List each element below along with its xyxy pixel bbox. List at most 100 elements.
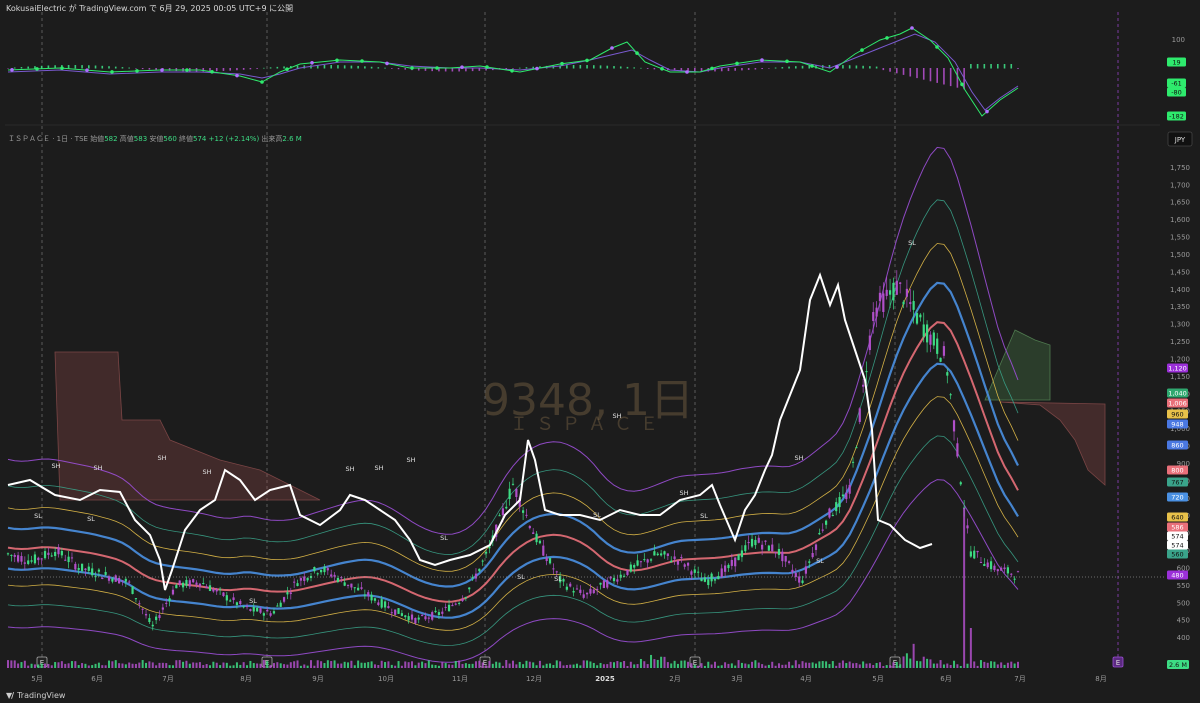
osc-histogram-bar	[276, 66, 279, 69]
volume-bar	[818, 661, 821, 668]
volume-bar	[993, 661, 996, 668]
osc-histogram-bar	[478, 68, 481, 71]
candle-body	[505, 506, 508, 509]
candle-body	[289, 592, 292, 595]
candle-body	[673, 556, 676, 560]
volume-bar	[579, 665, 582, 668]
volume-bar	[185, 660, 188, 668]
candle-body	[767, 545, 770, 551]
volume-bar	[478, 660, 481, 668]
volume-bar	[616, 661, 619, 668]
volume-bar	[572, 664, 575, 668]
candle-body	[612, 577, 616, 582]
volume-bar	[97, 662, 100, 668]
price-label-box	[1167, 409, 1188, 419]
volume-bar	[902, 656, 905, 668]
candle-body	[13, 554, 16, 557]
volume-bar	[279, 663, 282, 668]
candle-body	[862, 384, 865, 387]
osc-histogram-bar	[916, 68, 918, 79]
volume-bar	[767, 664, 770, 668]
volume-bar	[209, 665, 211, 668]
osc-histogram-bar	[889, 68, 891, 72]
candle-body	[892, 282, 895, 301]
swing-annotation: SL	[816, 557, 824, 565]
candle-body	[340, 577, 343, 579]
volume-bar	[394, 665, 397, 668]
candle-body	[276, 605, 279, 607]
osc-histogram-bar	[135, 68, 137, 69]
candle-body	[282, 597, 286, 602]
swing-annotation: SH	[93, 464, 102, 472]
volume-bar	[310, 660, 312, 668]
candle-body	[168, 598, 171, 602]
volume-bar	[485, 665, 488, 668]
volume-bar	[336, 663, 339, 668]
candle-body	[777, 548, 781, 555]
osc-histogram-bar	[761, 68, 763, 70]
volume-bar	[986, 662, 989, 668]
volume-bar	[64, 663, 67, 668]
legend-high: 583	[133, 135, 148, 143]
currency-badge-label: JPY	[1174, 136, 1186, 144]
candle-body	[538, 540, 542, 544]
candle-body	[17, 555, 20, 562]
volume-bar	[727, 663, 730, 668]
volume-bar	[969, 628, 972, 668]
volume-bar	[990, 661, 993, 668]
volume-bar	[983, 661, 986, 668]
candle-body	[1016, 571, 1020, 573]
future-event-marker-label: E	[1116, 659, 1120, 667]
osc-dot	[785, 59, 789, 64]
candle-body	[993, 565, 996, 571]
volume-bar	[545, 663, 548, 668]
volume-bar	[639, 658, 642, 668]
swing-annotation: SH	[612, 412, 621, 420]
volume-bar	[427, 660, 430, 668]
volume-bar	[158, 662, 161, 668]
osc-histogram-bar	[114, 66, 117, 69]
volume-bar	[81, 663, 84, 668]
candle-body	[316, 573, 319, 575]
month-axis-label: 2025	[595, 675, 615, 683]
osc-dot	[585, 58, 589, 63]
candle-body	[6, 553, 10, 555]
candle-body	[754, 539, 757, 546]
volume-bar	[882, 665, 885, 668]
osc-histogram-bar	[13, 67, 16, 69]
symbol-legend[interactable]: ＩＳＰＡＣＥ · 1日 · TSE 始値582 高値583 安値560 終値57…	[8, 134, 302, 144]
osc-histogram-bar	[1017, 68, 1019, 69]
volume-bar	[333, 660, 336, 668]
price-label-box	[1167, 440, 1188, 450]
volume-label-value: 2.6 M	[1169, 661, 1187, 669]
osc-histogram-bar	[774, 67, 777, 69]
volume-bar	[636, 664, 639, 668]
candle-body	[747, 542, 750, 544]
candle-body	[515, 488, 518, 497]
volume-bar	[939, 660, 942, 668]
candle-body	[589, 588, 592, 594]
osc-label-value: 19	[1172, 59, 1180, 67]
volume-bar	[397, 661, 400, 668]
osc-dot	[985, 109, 989, 114]
volume-bar	[74, 661, 77, 668]
cloud-region-green	[984, 329, 1051, 401]
price-axis-tick: 900	[1177, 460, 1190, 468]
volume-bar	[956, 664, 959, 668]
swing-annotation: SH	[345, 465, 354, 473]
volume-bar	[963, 508, 966, 668]
legend-volume: 2.6 M	[282, 135, 302, 143]
osc-dot	[860, 48, 864, 52]
volume-bar	[518, 661, 521, 668]
candle-body	[787, 561, 791, 563]
candle-body	[676, 560, 680, 565]
osc-histogram-bar	[1010, 64, 1013, 69]
volume-bar	[222, 662, 225, 668]
osc-dot	[335, 58, 339, 63]
volume-bar	[276, 662, 279, 668]
osc-histogram-bar	[875, 66, 878, 69]
volume-bar	[60, 661, 63, 668]
candle-body	[569, 583, 572, 587]
volume-bar	[168, 665, 171, 668]
